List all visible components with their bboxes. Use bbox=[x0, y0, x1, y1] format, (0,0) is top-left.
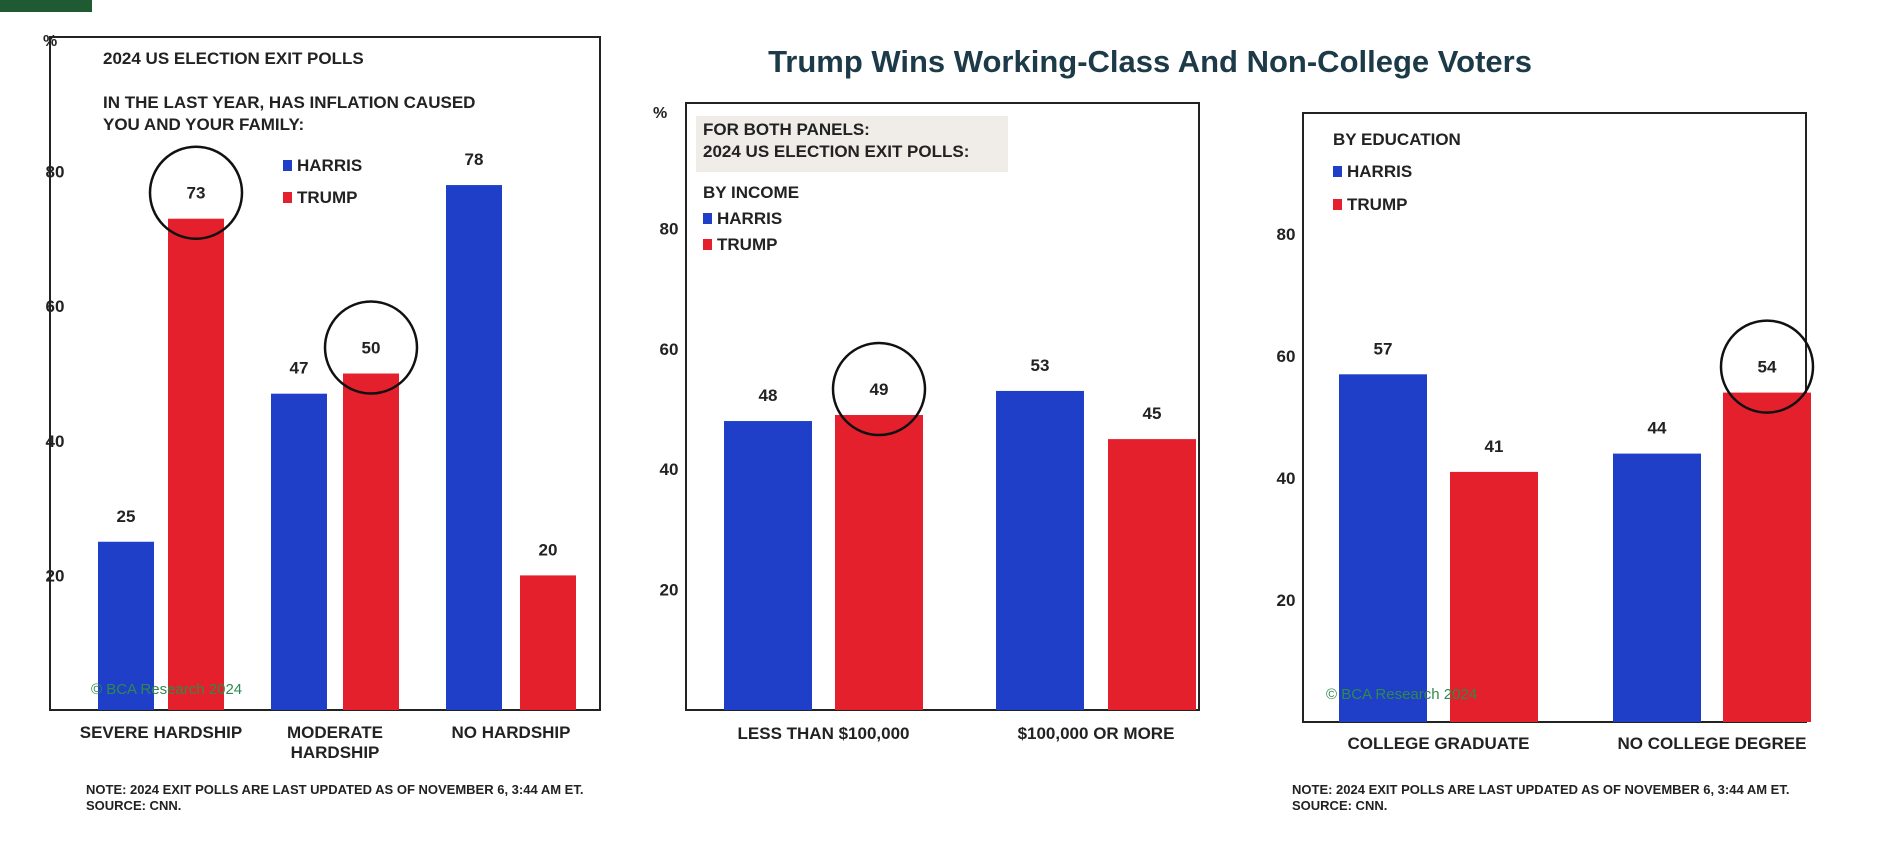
panel-title: 2024 US ELECTION EXIT POLLS bbox=[103, 49, 364, 68]
panel-subtitle-line: YOU AND YOUR FAMILY: bbox=[103, 115, 304, 134]
data-label: 41 bbox=[1485, 437, 1504, 456]
data-label: 20 bbox=[539, 540, 558, 559]
y-tick-label: 80 bbox=[1277, 225, 1296, 244]
bar-trump bbox=[1450, 471, 1538, 722]
note-right: NOTE: 2024 EXIT POLLS ARE LAST UPDATED A… bbox=[1292, 782, 1789, 814]
note-left: NOTE: 2024 EXIT POLLS ARE LAST UPDATED A… bbox=[86, 782, 583, 814]
y-tick-label: 80 bbox=[46, 163, 65, 182]
y-tick-label: 40 bbox=[1277, 469, 1296, 488]
data-label: 49 bbox=[870, 380, 889, 399]
legend-swatch-trump bbox=[703, 239, 712, 250]
y-tick-label: 80 bbox=[660, 219, 679, 238]
watermark: © BCA Research 2024 bbox=[91, 681, 242, 698]
bar-harris bbox=[271, 393, 327, 710]
bar-trump bbox=[520, 575, 576, 710]
chart-panel-inflation-hardship: % 20 40 60 80 2024 US ELECTION EXIT POLLS IN T… bbox=[43, 33, 601, 762]
legend-swatch-harris bbox=[283, 160, 292, 171]
y-tick-label: 20 bbox=[660, 581, 679, 600]
highlight-circle bbox=[148, 145, 244, 240]
category-label: NO COLLEGE DEGREE bbox=[1618, 734, 1807, 753]
category-label: $100,000 OR MORE bbox=[1018, 724, 1175, 743]
highlight-circle bbox=[831, 341, 927, 437]
bar-harris bbox=[996, 390, 1084, 710]
bar-trump bbox=[168, 218, 224, 710]
bar-harris bbox=[1339, 374, 1427, 722]
category-label: LESS THAN $100,000 bbox=[738, 724, 910, 743]
data-label: 73 bbox=[187, 184, 206, 203]
header-highlight bbox=[696, 116, 1008, 172]
highlight-circle bbox=[1719, 319, 1815, 414]
y-tick-label: 20 bbox=[1277, 591, 1296, 610]
data-label: 50 bbox=[362, 339, 381, 358]
bar-harris bbox=[98, 541, 154, 710]
y-tick-label: 20 bbox=[46, 566, 65, 585]
data-label: 45 bbox=[1143, 404, 1162, 423]
note-right-line-1: NOTE: 2024 EXIT POLLS ARE LAST UPDATED A… bbox=[1292, 782, 1790, 797]
y-tick-label: 40 bbox=[46, 432, 65, 451]
data-label: 78 bbox=[465, 150, 484, 169]
data-label: 44 bbox=[1648, 419, 1667, 438]
panel-title: BY INCOME bbox=[703, 183, 799, 202]
highlight-circle bbox=[323, 300, 419, 395]
data-label: 53 bbox=[1031, 356, 1050, 375]
legend-label-trump: TRUMP bbox=[1347, 195, 1407, 214]
category-label: MODERATE bbox=[287, 723, 383, 742]
legend-label-harris: HARRIS bbox=[1347, 162, 1412, 181]
legend-swatch-harris bbox=[703, 213, 712, 224]
category-label: HARDSHIP bbox=[291, 743, 380, 762]
legend-swatch-trump bbox=[283, 192, 292, 203]
main-title: Trump Wins Working-Class And Non-College… bbox=[768, 44, 1532, 79]
category-label: NO HARDSHIP bbox=[451, 723, 570, 742]
legend-label-trump: TRUMP bbox=[717, 235, 777, 254]
bar-harris bbox=[446, 185, 502, 710]
bar-trump bbox=[835, 415, 923, 710]
legend-label-trump: TRUMP bbox=[297, 188, 357, 207]
panel-title: BY EDUCATION bbox=[1333, 130, 1461, 149]
watermark: © BCA Research 2024 bbox=[1326, 686, 1477, 703]
y-tick-label: 40 bbox=[660, 460, 679, 479]
bar-harris bbox=[724, 421, 812, 710]
y-tick-label: 60 bbox=[1277, 347, 1296, 366]
data-label: 48 bbox=[759, 386, 778, 405]
legend-swatch-trump bbox=[1333, 199, 1342, 210]
note-right-line-2: SOURCE: CNN. bbox=[1292, 798, 1388, 813]
bar-harris bbox=[1613, 453, 1701, 722]
category-label: SEVERE HARDSHIP bbox=[80, 723, 242, 742]
panel-header-line: FOR BOTH PANELS: bbox=[703, 120, 870, 139]
note-left-line-1: NOTE: 2024 EXIT POLLS ARE LAST UPDATED A… bbox=[86, 782, 584, 797]
chart-panel-education: 20 40 60 80 BY EDUCATION HARRIS TRUMP 57 41 COLLE… bbox=[1277, 112, 1815, 753]
data-label: 47 bbox=[290, 359, 309, 378]
category-label: COLLEGE GRADUATE bbox=[1348, 734, 1530, 753]
y-axis-unit-label: % bbox=[43, 33, 57, 50]
bar-trump bbox=[1108, 439, 1196, 710]
panel-header-line: 2024 US ELECTION EXIT POLLS: bbox=[703, 142, 969, 161]
y-tick-label: 60 bbox=[46, 297, 65, 316]
y-axis-unit-label: % bbox=[653, 105, 667, 122]
legend-label-harris: HARRIS bbox=[717, 209, 782, 228]
note-left-line-2: SOURCE: CNN. bbox=[86, 798, 182, 813]
data-label: 54 bbox=[1758, 358, 1777, 377]
chart-panel-income: FOR BOTH PANELS: 2024 US ELECTION EXIT PO… bbox=[653, 102, 1200, 743]
legend-swatch-harris bbox=[1333, 166, 1342, 177]
panel-subtitle-line: IN THE LAST YEAR, HAS INFLATION CAUSED bbox=[103, 93, 475, 112]
legend-label-harris: HARRIS bbox=[297, 156, 362, 175]
brand-corner-mark bbox=[0, 0, 92, 12]
data-label: 57 bbox=[1374, 339, 1393, 358]
panel-frame bbox=[685, 102, 1200, 711]
data-label: 25 bbox=[117, 507, 136, 526]
bar-trump bbox=[343, 373, 399, 710]
y-tick-label: 60 bbox=[660, 340, 679, 359]
bar-trump bbox=[1723, 392, 1811, 722]
